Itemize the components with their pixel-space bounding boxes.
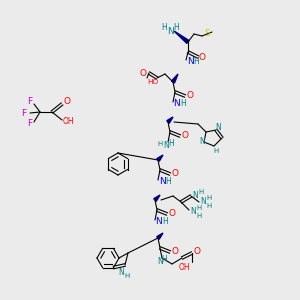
Text: O: O — [199, 52, 206, 62]
Text: O: O — [182, 131, 188, 140]
Text: N: N — [159, 178, 165, 187]
Text: H: H — [213, 148, 219, 154]
Text: H: H — [161, 23, 167, 32]
Text: H: H — [158, 141, 163, 147]
Text: O: O — [172, 248, 178, 256]
Text: HO: HO — [147, 79, 159, 85]
Text: N: N — [187, 58, 194, 67]
Text: H: H — [196, 205, 202, 211]
Text: H: H — [161, 256, 167, 265]
Text: F: F — [27, 119, 33, 128]
Text: F: F — [21, 109, 27, 118]
Text: N: N — [192, 191, 198, 200]
Text: N: N — [215, 122, 221, 131]
Text: H: H — [206, 195, 211, 201]
Text: O: O — [187, 92, 194, 100]
Text: H: H — [173, 23, 179, 32]
Text: N: N — [200, 197, 206, 206]
Text: N: N — [163, 142, 169, 151]
Text: N: N — [190, 208, 196, 217]
Text: H: H — [168, 140, 174, 148]
Text: S: S — [204, 29, 210, 38]
Text: H: H — [165, 178, 171, 187]
Text: N: N — [167, 28, 173, 37]
Text: F: F — [27, 98, 33, 106]
Text: H: H — [180, 100, 186, 109]
Polygon shape — [172, 74, 178, 83]
Text: OH: OH — [178, 262, 190, 272]
Text: H: H — [198, 189, 204, 195]
Text: N: N — [174, 100, 180, 109]
Text: OH: OH — [62, 116, 74, 125]
Polygon shape — [167, 117, 173, 123]
Polygon shape — [154, 195, 160, 201]
Polygon shape — [157, 155, 163, 161]
Text: H: H — [124, 273, 130, 279]
Text: H: H — [193, 58, 199, 67]
Polygon shape — [174, 31, 189, 44]
Polygon shape — [157, 233, 163, 239]
Text: H: H — [162, 218, 168, 226]
Text: N: N — [118, 268, 124, 277]
Text: N: N — [156, 218, 162, 226]
Text: N: N — [157, 257, 163, 266]
Text: N: N — [199, 136, 205, 146]
Text: O: O — [194, 247, 200, 256]
Text: O: O — [172, 169, 178, 178]
Text: H: H — [196, 213, 202, 219]
Text: O: O — [140, 68, 146, 77]
Text: O: O — [64, 98, 70, 106]
Text: H: H — [206, 203, 211, 209]
Text: O: O — [169, 209, 176, 218]
